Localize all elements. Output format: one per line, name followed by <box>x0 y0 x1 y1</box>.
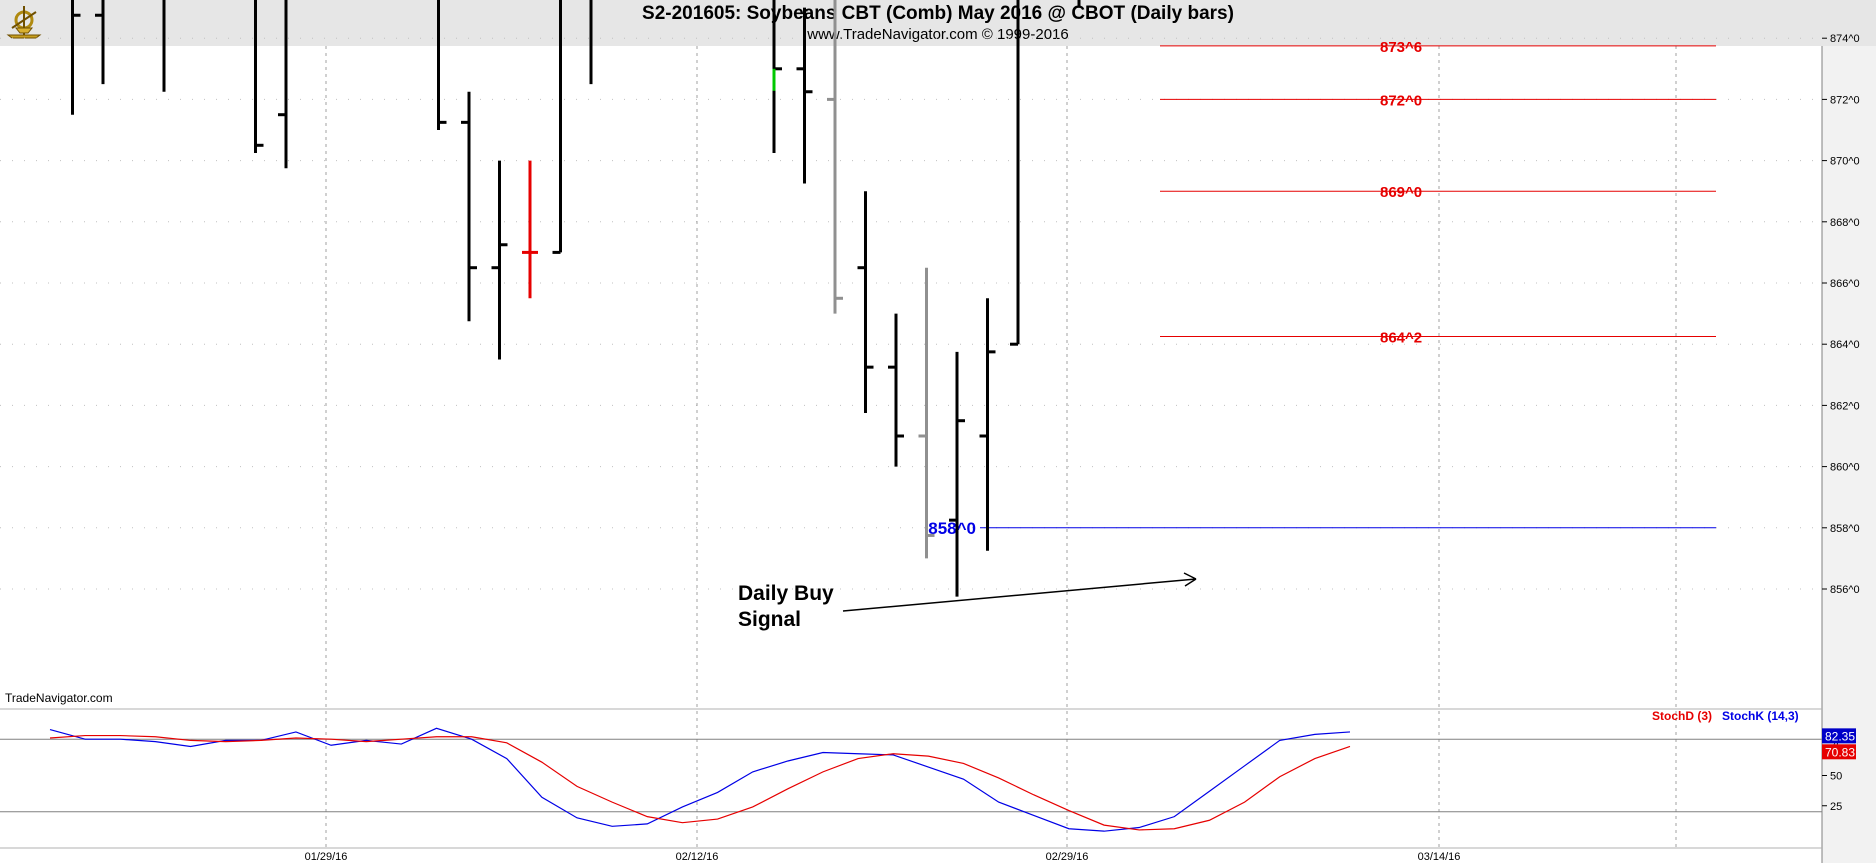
stoch-series-line <box>49 727 1351 832</box>
chart-subtitle: www.TradeNavigator.com © 1999-2016 <box>807 26 1069 43</box>
annotation-arrowhead <box>1183 572 1197 587</box>
date-tick-label: 03/14/16 <box>1418 851 1461 863</box>
stoch-legend-entry: StochK (14,3) <box>1722 709 1799 723</box>
level-label: 872^0 <box>1380 92 1422 109</box>
annotation-text: Signal <box>738 608 801 631</box>
date-tick-label: 02/29/16 <box>1046 851 1089 863</box>
price-tick-label: 858^0 <box>1830 523 1860 535</box>
stochk-value-label: 82.35 <box>1825 729 1855 743</box>
price-tick-label: 872^0 <box>1830 94 1860 106</box>
price-tick-label: 870^0 <box>1830 156 1860 168</box>
price-tick-label: 856^0 <box>1830 584 1860 596</box>
annotation-arrow <box>842 578 1197 612</box>
stochk-value-tag <box>1822 728 1856 744</box>
stoch-tick-label: 50 <box>1830 771 1842 783</box>
stoch-legend-entry: StochD (3) <box>1652 709 1712 723</box>
stochd-value-tag <box>1822 744 1856 760</box>
price-axis-panel <box>1822 46 1876 863</box>
level-label: 864^2 <box>1380 330 1422 347</box>
level-label: 869^0 <box>1380 184 1422 201</box>
price-tick-label: 868^0 <box>1830 217 1860 229</box>
price-tick-label: 860^0 <box>1830 462 1860 474</box>
level-label: 873^6 <box>1380 39 1422 56</box>
date-tick-label: 01/29/16 <box>305 851 348 863</box>
price-tick-label: 864^0 <box>1830 339 1860 351</box>
date-tick-label: 02/12/16 <box>676 851 719 863</box>
watermark: TradeNavigator.com <box>5 691 113 705</box>
price-tick-label: 862^0 <box>1830 400 1860 412</box>
level-label: 858^0 <box>928 519 976 538</box>
annotation-text: Daily Buy <box>738 582 834 605</box>
stochd-value-label: 70.83 <box>1825 745 1855 759</box>
stoch-tick-label: 25 <box>1830 801 1842 813</box>
stoch-series-line <box>49 734 1351 831</box>
price-tick-label: 874^0 <box>1830 33 1860 45</box>
price-tick-label: 866^0 <box>1830 278 1860 290</box>
chart-title: S2-201605: Soybeans CBT (Comb) May 2016 … <box>642 3 1234 24</box>
